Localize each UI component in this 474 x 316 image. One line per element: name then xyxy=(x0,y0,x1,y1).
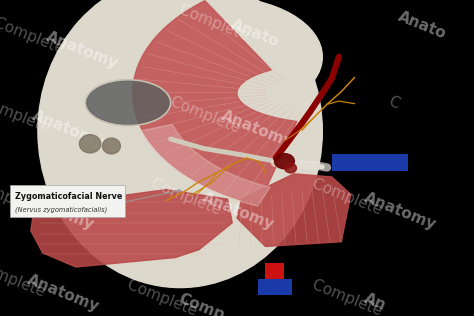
Ellipse shape xyxy=(114,0,322,117)
Text: Anato: Anato xyxy=(395,9,448,42)
Text: Comp: Comp xyxy=(177,291,227,316)
Text: Anatomy: Anatomy xyxy=(219,108,296,151)
FancyBboxPatch shape xyxy=(10,185,125,217)
Polygon shape xyxy=(237,174,351,246)
Text: Complete: Complete xyxy=(149,176,228,220)
Ellipse shape xyxy=(38,0,322,288)
Text: Complete: Complete xyxy=(177,3,256,46)
Text: Complete: Complete xyxy=(310,277,389,316)
Ellipse shape xyxy=(102,138,120,154)
Text: Complete: Complete xyxy=(310,176,389,220)
Text: Complete: Complete xyxy=(0,94,57,137)
Text: (Nervus zygomaticofacialis): (Nervus zygomaticofacialis) xyxy=(15,207,107,213)
Text: Anatomy: Anatomy xyxy=(20,190,97,233)
Text: Anatomy: Anatomy xyxy=(25,272,101,315)
Ellipse shape xyxy=(86,81,169,125)
Text: Anatomy: Anatomy xyxy=(362,190,438,233)
Text: Complete: Complete xyxy=(0,176,47,220)
FancyBboxPatch shape xyxy=(265,263,284,280)
Ellipse shape xyxy=(274,154,294,169)
Polygon shape xyxy=(31,190,232,267)
Text: C: C xyxy=(386,94,401,112)
Text: Complete: Complete xyxy=(0,15,71,58)
Polygon shape xyxy=(133,1,297,205)
FancyBboxPatch shape xyxy=(258,279,292,295)
Text: Anato: Anato xyxy=(229,16,282,49)
Text: An: An xyxy=(362,291,388,314)
Text: Complete: Complete xyxy=(0,258,52,302)
Text: Anatomy: Anatomy xyxy=(201,190,277,233)
Polygon shape xyxy=(141,125,270,206)
Ellipse shape xyxy=(80,135,100,153)
Text: Complete: Complete xyxy=(168,94,246,137)
Ellipse shape xyxy=(284,163,297,173)
Text: Complete: Complete xyxy=(125,277,204,316)
Text: Anatomy: Anatomy xyxy=(44,29,120,72)
Text: Anatomy: Anatomy xyxy=(30,108,106,151)
FancyBboxPatch shape xyxy=(332,154,408,171)
Text: Zygomaticofacial Nerve: Zygomaticofacial Nerve xyxy=(15,192,122,201)
